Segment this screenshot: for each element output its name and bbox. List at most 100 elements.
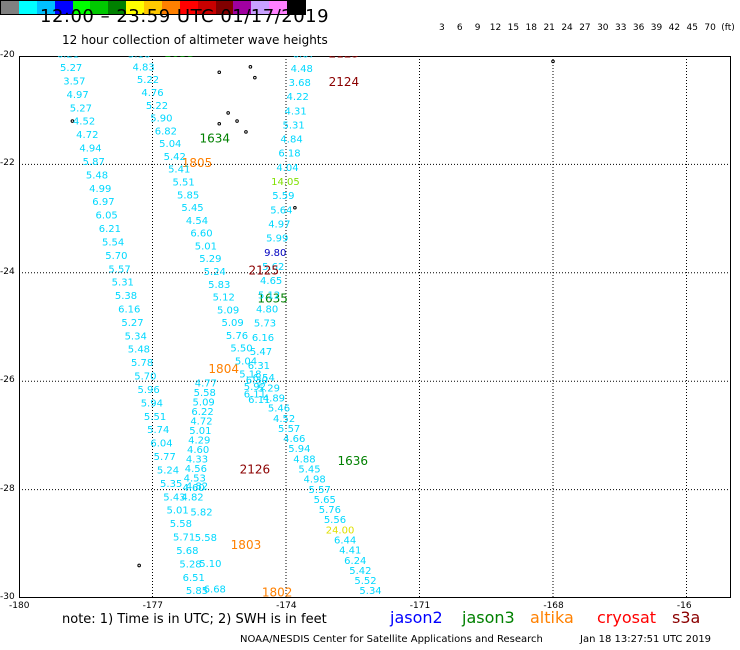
- wave-height-value: 6.21: [57, 56, 79, 61]
- wave-height-value: 5.27: [70, 103, 92, 114]
- wave-height-value: 4.56: [185, 464, 207, 475]
- wave-height-value: 5.58: [170, 519, 192, 530]
- wave-height-value: 5.09: [217, 305, 239, 316]
- wave-height-value: 9.80: [264, 248, 286, 259]
- wave-height-value: 5.57: [309, 485, 331, 496]
- wave-height-value: 5.12: [213, 293, 235, 304]
- wave-height-value: 6.82: [155, 126, 177, 137]
- wave-height-value: 4.31: [285, 106, 307, 117]
- legend-label: 3: [439, 23, 445, 33]
- wave-height-value: 5.52: [354, 576, 376, 587]
- legend-swatch: [1, 1, 19, 14]
- wave-height-value: 5.47: [250, 347, 272, 358]
- wave-height-value: 5.22: [137, 75, 159, 86]
- wave-height-value: 4.52: [273, 414, 295, 425]
- wave-height-value: 6.16: [252, 333, 274, 344]
- plot-frame: [19, 56, 731, 598]
- wave-height-value: 5.82: [190, 507, 212, 518]
- wave-height-value: 14.05: [271, 177, 300, 188]
- wave-height-value: 6.24: [344, 556, 366, 567]
- wave-height-value: 5.24: [204, 267, 226, 278]
- island-outline: [253, 75, 257, 80]
- wave-height-value: 6.54: [253, 373, 275, 384]
- island-outline: [137, 563, 141, 568]
- wave-height-value: 5.41: [168, 165, 190, 176]
- wave-height-value: 5.74: [147, 425, 169, 436]
- island-outline: [551, 59, 555, 64]
- wave-height-value: 5.92: [244, 382, 266, 393]
- wave-height-value: 4.04: [276, 163, 298, 174]
- wave-height-value: 5.31: [282, 120, 304, 131]
- y-tick-label: -20: [0, 50, 15, 60]
- wave-height-value: 5.78: [131, 358, 153, 369]
- wave-height-map: 6.21 5.27 3.57 4.97 5.27 4.52 4.72 4.94 5.87 5.48…: [19, 56, 731, 599]
- wave-height-value: 5.57: [108, 264, 130, 275]
- legend-label: 15: [507, 23, 520, 33]
- wave-height-value: 4.89: [263, 393, 285, 404]
- wave-height-value: 6.44: [334, 535, 356, 546]
- wave-height-value: 5.56: [324, 515, 346, 526]
- wave-height-value: 4.22: [287, 92, 309, 103]
- wave-height-value: 4.97: [66, 90, 88, 101]
- x-tick-label: -171: [409, 601, 431, 611]
- wave-height-value: 5.65: [314, 495, 336, 506]
- wave-height-value: 5.59: [272, 191, 294, 202]
- wave-height-value: 5.64: [270, 205, 292, 216]
- wave-height-value: 6.51: [183, 573, 205, 584]
- legend-swatch: [161, 1, 180, 14]
- wave-height-value: 3.68: [289, 78, 311, 89]
- wave-height-value: 5.50: [230, 344, 252, 355]
- wave-height-value: 5.76: [226, 331, 248, 342]
- legend-label: 30: [597, 23, 609, 33]
- island-outline: [226, 111, 230, 115]
- legend-swatch: [54, 1, 73, 14]
- legend-label: 9: [474, 23, 481, 33]
- wave-height-value: 4.29: [188, 436, 210, 447]
- wave-height-value: 5.68: [176, 546, 198, 557]
- wave-height-value: 4.76: [141, 88, 163, 99]
- wave-height-value: 5.70: [134, 372, 156, 383]
- wave-height-value: 5.83: [208, 280, 230, 291]
- wave-height-value: 5.34: [125, 331, 147, 342]
- wave-height-value: 5.43: [163, 492, 185, 503]
- wave-height-value: 4.60: [187, 445, 209, 456]
- wave-height-value: 4.60: [183, 483, 205, 494]
- legend-label: 21: [543, 23, 555, 33]
- satellite-name: cryosat: [597, 608, 657, 627]
- wave-height-value: 5.51: [144, 412, 166, 423]
- map-subtitle: 12 hour collection of altimeter wave hei…: [62, 33, 328, 47]
- island-outline: [217, 70, 222, 75]
- wave-height-value: 4.98: [303, 475, 325, 486]
- wave-height-value: 4.82: [181, 492, 203, 503]
- wave-height-value: 4.52: [73, 117, 95, 128]
- wave-height-value: 4.65: [260, 276, 282, 287]
- wave-height-value: 4.83: [132, 62, 154, 73]
- legend-swatch: [287, 1, 305, 14]
- wave-height-value: 5.73: [254, 319, 276, 330]
- legend-label: 45: [686, 23, 698, 33]
- wave-height-value: 6.16: [118, 305, 140, 316]
- wave-height-value: 4.97: [268, 220, 290, 231]
- legend-label: 42: [668, 23, 681, 33]
- wave-height-value: 5.77: [154, 452, 176, 463]
- wave-height-value: 5.28: [179, 559, 201, 570]
- legend-label: 70: [704, 23, 716, 33]
- track-time-label: 1635: [257, 292, 288, 306]
- wave-height-value: 4.48: [291, 64, 313, 75]
- wave-height-value: 4.72: [76, 130, 98, 141]
- wave-height-value: 5.29: [199, 254, 221, 265]
- color-legend: [0, 0, 306, 15]
- legend-label: 6: [456, 23, 463, 33]
- wave-height-value: 5.04: [235, 357, 257, 368]
- wave-height-value: 5.54: [102, 237, 124, 248]
- wave-height-value: 5.62: [262, 262, 284, 273]
- track-time-label: 1802: [262, 585, 293, 599]
- wave-height-value: 5.01: [195, 241, 217, 252]
- wave-height-value: 4.80: [256, 305, 278, 316]
- wave-height-value: 4.53: [184, 473, 206, 484]
- y-tick-label: -22: [0, 158, 15, 169]
- legend-label: 24: [561, 23, 573, 33]
- legend-label: 39: [650, 23, 663, 33]
- wave-height-value: 5.42: [349, 566, 371, 577]
- island-outline: [293, 205, 297, 210]
